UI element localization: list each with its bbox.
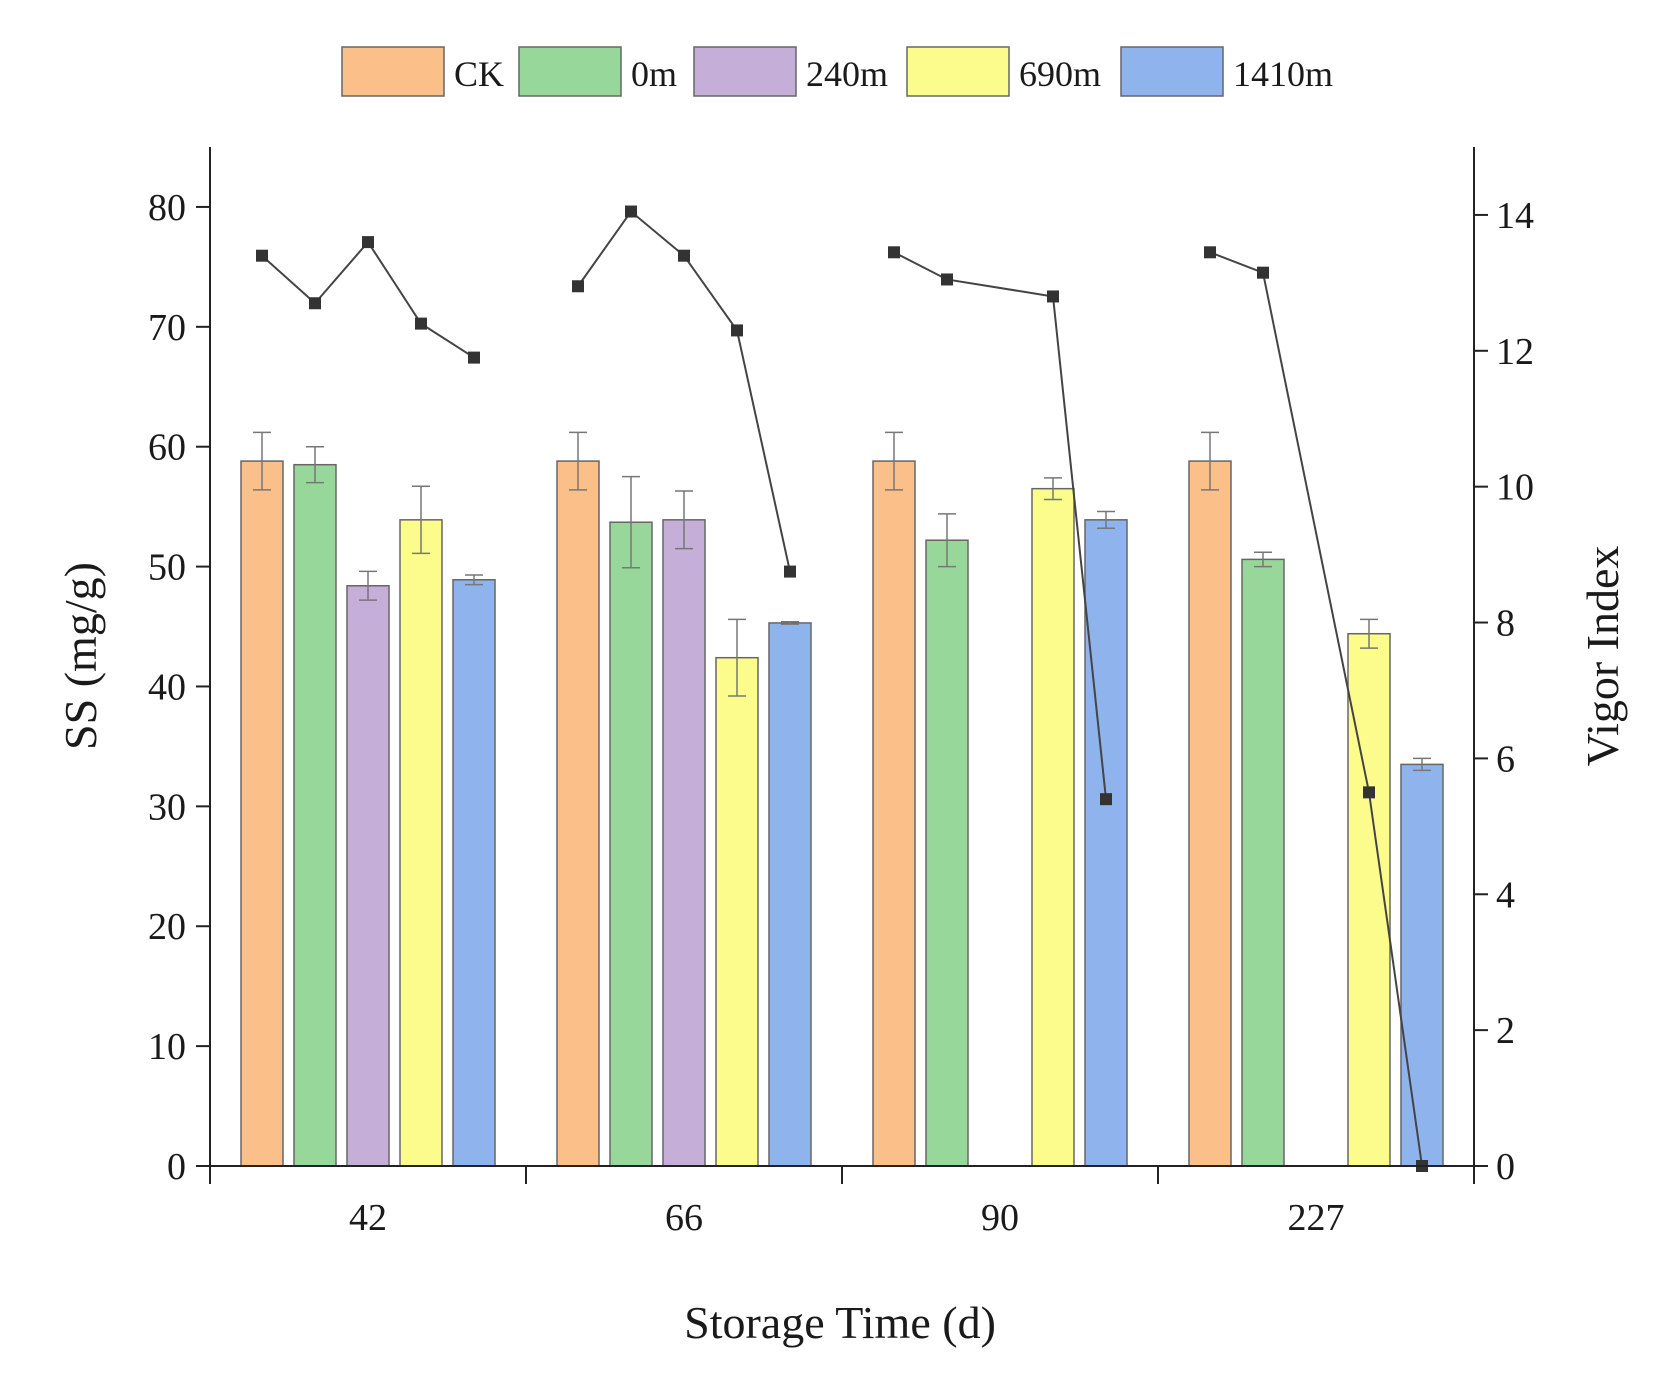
- x-axis-title: Storage Time (d): [684, 1297, 996, 1348]
- vigor-point-0m-90: [941, 273, 953, 286]
- vigor-point-ck-90: [888, 246, 900, 259]
- y-tick-label: 60: [148, 427, 186, 469]
- bar-1410m-66: [768, 622, 812, 1167]
- vigor-point-0m-42: [309, 297, 321, 310]
- error-bar-marks: [253, 431, 1431, 772]
- vigor-point-240m-42: [362, 236, 374, 249]
- legend-swatch-ck: [341, 46, 445, 97]
- legend-label-690m: 690m: [1019, 54, 1101, 94]
- vigor-point-1410m-66: [784, 565, 796, 578]
- vigor-point-1410m-90: [1100, 793, 1112, 806]
- vigor-point-ck-227: [1204, 246, 1216, 259]
- bar-240m-66: [662, 519, 706, 1167]
- legend-swatch-0m: [518, 46, 622, 97]
- y2-tick-label: 2: [1496, 1010, 1515, 1052]
- vigor-point-ck-42: [256, 249, 268, 262]
- y2-tick-label: 14: [1496, 195, 1534, 237]
- bar-690m-66: [715, 656, 759, 1167]
- y2-tick-label: 4: [1496, 874, 1515, 916]
- axes: 0 10 20 30 40 50 60 70 80 0 2 4 6 8 10 12 14 42 66 90 227: [148, 147, 1534, 1239]
- x-tick-label: 90: [981, 1197, 1019, 1239]
- vigor-point-690m-90: [1047, 290, 1059, 303]
- vigor-point-690m-227: [1363, 786, 1375, 799]
- y-tick-label: 80: [148, 187, 186, 229]
- y-tick-label: 20: [148, 906, 186, 948]
- bar-ck-42: [240, 460, 284, 1167]
- y2-tick-label: 10: [1496, 467, 1534, 509]
- bar-1410m-42: [452, 579, 496, 1167]
- y2-tick-label: 6: [1496, 738, 1515, 780]
- x-tick-label: 227: [1288, 1197, 1345, 1239]
- vigor-point-ck-66: [572, 280, 584, 293]
- vigor-index-lines: [256, 205, 1428, 1172]
- bar-0m-42: [293, 463, 337, 1167]
- legend-label-240m: 240m: [806, 54, 888, 94]
- y2-tick-label: 8: [1496, 603, 1515, 645]
- y2-axis-title: Vigor Index: [1577, 546, 1628, 767]
- vigor-point-690m-42: [415, 317, 427, 330]
- legend-swatch-240m: [693, 46, 797, 97]
- bar-ck-227: [1188, 460, 1232, 1167]
- bar-0m-66: [609, 521, 653, 1167]
- bar-0m-227: [1241, 558, 1285, 1167]
- vigor-point-240m-66: [678, 249, 690, 262]
- y-tick-label: 30: [148, 786, 186, 828]
- bar-690m-90: [1031, 487, 1075, 1167]
- vigor-point-690m-66: [731, 324, 743, 337]
- legend-swatch-690m: [906, 46, 1010, 97]
- legend-label-0m: 0m: [631, 54, 677, 94]
- vigor-line-227: [1209, 251, 1423, 1167]
- bar-0m-90: [925, 539, 969, 1167]
- bar-1410m-90: [1084, 519, 1128, 1167]
- vigor-point-1410m-42: [468, 351, 480, 364]
- bar-ck-66: [556, 460, 600, 1167]
- vigor-point-0m-66: [625, 205, 637, 218]
- bar-690m-42: [399, 519, 443, 1167]
- legend: CK 0m 240m 690m 1410m: [341, 46, 1333, 97]
- x-tick-label: 42: [349, 1197, 387, 1239]
- y2-tick-label: 12: [1496, 331, 1534, 373]
- x-tick-label: 66: [665, 1197, 703, 1239]
- y-tick-label: 0: [167, 1146, 186, 1188]
- y-axis-title: SS (mg/g): [55, 562, 106, 750]
- bar-marks: [240, 460, 1444, 1167]
- y2-tick-label: 0: [1496, 1146, 1515, 1188]
- bar-ck-90: [872, 460, 916, 1167]
- legend-label-ck: CK: [454, 54, 504, 94]
- legend-label-1410m: 1410m: [1233, 54, 1333, 94]
- vigor-line-90: [893, 251, 1107, 800]
- vigor-line-42: [261, 240, 475, 359]
- vigor-point-0m-227: [1257, 266, 1269, 279]
- y-tick-label: 10: [148, 1026, 186, 1068]
- y-tick-label: 50: [148, 547, 186, 589]
- bar-240m-42: [346, 585, 390, 1167]
- bar-1410m-227: [1400, 763, 1444, 1167]
- legend-swatch-1410m: [1120, 46, 1224, 97]
- y-tick-label: 40: [148, 666, 186, 708]
- y-tick-label: 70: [148, 307, 186, 349]
